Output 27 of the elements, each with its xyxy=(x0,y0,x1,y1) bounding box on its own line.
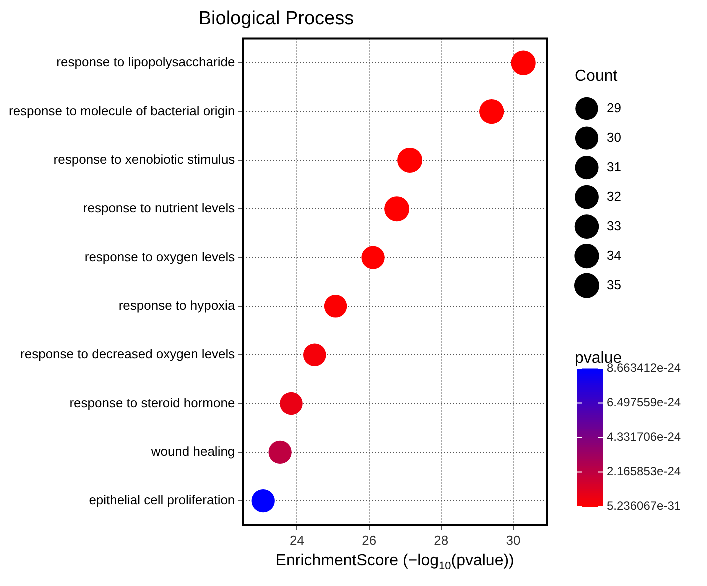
chart-title: Biological Process xyxy=(198,8,354,30)
legend-title: Count xyxy=(575,68,618,86)
x-tick-label: 28 xyxy=(434,532,449,548)
legend-label: 35 xyxy=(607,277,622,292)
legend-label: 30 xyxy=(607,130,622,145)
y-tick-label: epithelial cell proliferation xyxy=(89,492,236,508)
y-tick-label: response to hypoxia xyxy=(118,298,236,314)
legend-label: 32 xyxy=(607,188,622,204)
color-bar-label: 4.331706e-24 xyxy=(607,430,682,444)
color-bar-label: 6.497559e-24 xyxy=(607,396,682,410)
x-tick-label: 24 xyxy=(290,532,304,548)
y-tick-label: response to lipopolysaccharide xyxy=(56,54,236,70)
color-bar-label: 5.236067e-31 xyxy=(607,499,682,514)
legend-label: 34 xyxy=(607,248,622,263)
legend-label: 31 xyxy=(607,159,622,174)
legend-label: 33 xyxy=(607,218,622,234)
x-tick-label: 30 xyxy=(506,532,521,548)
y-tick-label: response to decreased oxygen levels xyxy=(20,346,236,362)
y-tick-label: response to nutrient levels xyxy=(83,200,236,216)
x-tick-label: 26 xyxy=(362,532,377,548)
legend-label: 29 xyxy=(607,100,622,116)
color-bar-label: 2.165853e-24 xyxy=(607,464,682,479)
y-tick-label: response to xenobiotic stimulus xyxy=(54,152,236,168)
y-tick-label: response to molecule of bacterial origin xyxy=(8,103,236,118)
y-tick-label: response to steroid hormone xyxy=(70,395,236,410)
y-tick-label: wound healing xyxy=(150,444,236,459)
y-tick-label: response to oxygen levels xyxy=(84,249,236,264)
